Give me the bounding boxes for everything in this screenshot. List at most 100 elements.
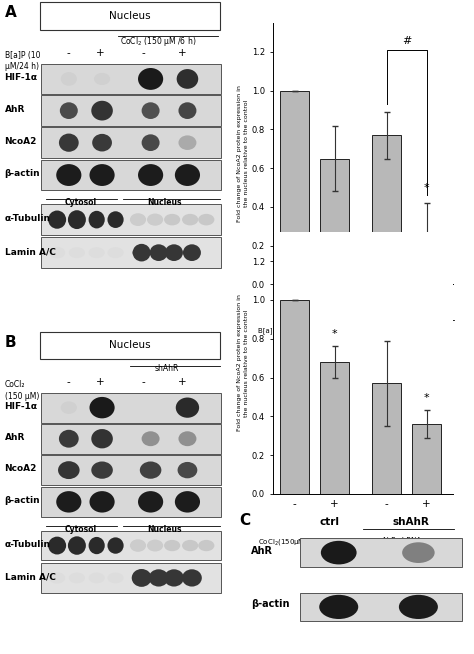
Ellipse shape: [402, 542, 435, 563]
Text: #: #: [402, 36, 411, 46]
Text: A: A: [5, 5, 16, 20]
Ellipse shape: [61, 72, 77, 86]
Bar: [280, 300, 309, 494]
Text: +: +: [96, 377, 104, 387]
Bar: [372, 383, 401, 494]
Ellipse shape: [143, 402, 159, 414]
Bar: [41, 424, 221, 454]
Ellipse shape: [56, 164, 82, 186]
Bar: [412, 424, 441, 494]
Ellipse shape: [48, 211, 66, 229]
Text: Nucleus: Nucleus: [109, 341, 151, 351]
Bar: [41, 563, 221, 593]
Ellipse shape: [147, 540, 163, 551]
Ellipse shape: [108, 538, 124, 554]
Text: α-Tubulin: α-Tubulin: [5, 540, 51, 549]
Text: HIF-1α: HIF-1α: [5, 73, 37, 82]
Text: *: *: [424, 183, 429, 194]
Text: β-actin: β-actin: [5, 169, 40, 179]
Ellipse shape: [90, 491, 115, 513]
Ellipse shape: [58, 461, 80, 479]
Bar: [41, 95, 221, 126]
Text: HIF-1α: HIF-1α: [5, 402, 37, 411]
Ellipse shape: [178, 462, 197, 478]
Ellipse shape: [108, 572, 124, 583]
Text: CoCl$_2$ (150 μM /6 h): CoCl$_2$ (150 μM /6 h): [120, 35, 196, 48]
Text: +: +: [178, 48, 186, 58]
Ellipse shape: [49, 247, 65, 258]
Bar: [320, 362, 349, 494]
Ellipse shape: [89, 572, 105, 583]
Ellipse shape: [175, 164, 200, 186]
Ellipse shape: [183, 245, 201, 261]
Ellipse shape: [319, 595, 358, 619]
Text: +: +: [96, 48, 104, 58]
Bar: [41, 237, 221, 268]
Bar: [280, 91, 309, 284]
Text: B: B: [5, 335, 16, 350]
Ellipse shape: [89, 537, 105, 554]
Text: -: -: [141, 377, 145, 387]
Bar: [41, 205, 221, 235]
Text: B[a]P (10
μM/24 h): B[a]P (10 μM/24 h): [5, 51, 40, 71]
Ellipse shape: [60, 102, 78, 119]
Ellipse shape: [61, 402, 77, 414]
Text: CoCl$_2$(150μM): CoCl$_2$(150μM): [376, 328, 427, 337]
Bar: [320, 158, 349, 284]
Ellipse shape: [164, 569, 184, 587]
Ellipse shape: [175, 491, 200, 513]
Text: -: -: [66, 377, 70, 387]
Ellipse shape: [90, 164, 115, 186]
Bar: [300, 538, 462, 567]
Ellipse shape: [89, 211, 105, 228]
Ellipse shape: [140, 462, 161, 479]
Text: Lamin A/C: Lamin A/C: [5, 572, 55, 581]
Bar: [41, 393, 221, 422]
Text: AhR: AhR: [5, 433, 25, 442]
FancyBboxPatch shape: [40, 2, 219, 29]
Text: AhR: AhR: [251, 545, 273, 556]
Text: Cytosol: Cytosol: [65, 525, 97, 534]
Ellipse shape: [177, 69, 198, 89]
Text: AhR: AhR: [5, 105, 25, 114]
Ellipse shape: [138, 164, 163, 186]
Ellipse shape: [142, 102, 160, 119]
Text: -: -: [66, 48, 70, 58]
Ellipse shape: [138, 491, 163, 513]
Ellipse shape: [89, 247, 105, 258]
Text: α-Tubulin: α-Tubulin: [5, 214, 51, 223]
Ellipse shape: [69, 247, 85, 258]
Bar: [372, 135, 401, 284]
Ellipse shape: [130, 540, 146, 552]
Ellipse shape: [49, 572, 65, 583]
Ellipse shape: [133, 244, 151, 262]
Ellipse shape: [182, 214, 198, 226]
Text: Nucleus: Nucleus: [148, 525, 182, 534]
Text: ctrl: ctrl: [320, 517, 340, 526]
Text: CoCl₂
(150 μM): CoCl₂ (150 μM): [5, 381, 39, 400]
Ellipse shape: [198, 214, 214, 226]
Ellipse shape: [149, 569, 169, 587]
Ellipse shape: [94, 73, 110, 85]
Ellipse shape: [178, 135, 196, 150]
Text: *: *: [424, 392, 429, 403]
Ellipse shape: [69, 572, 85, 583]
Ellipse shape: [176, 398, 199, 418]
Text: *: *: [332, 329, 337, 339]
Text: shAhR: shAhR: [155, 364, 180, 373]
Bar: [300, 593, 462, 621]
Ellipse shape: [59, 430, 79, 447]
Text: -: -: [141, 48, 145, 58]
Ellipse shape: [91, 101, 113, 120]
Ellipse shape: [138, 68, 163, 90]
Ellipse shape: [91, 462, 113, 479]
Text: Lamin A/C: Lamin A/C: [5, 247, 55, 256]
Ellipse shape: [59, 133, 79, 152]
Ellipse shape: [68, 536, 86, 555]
Text: NcoA2: NcoA2: [5, 464, 37, 473]
Ellipse shape: [108, 247, 124, 258]
Ellipse shape: [142, 431, 160, 446]
Ellipse shape: [130, 213, 146, 226]
Bar: [41, 160, 221, 190]
Ellipse shape: [182, 540, 198, 551]
